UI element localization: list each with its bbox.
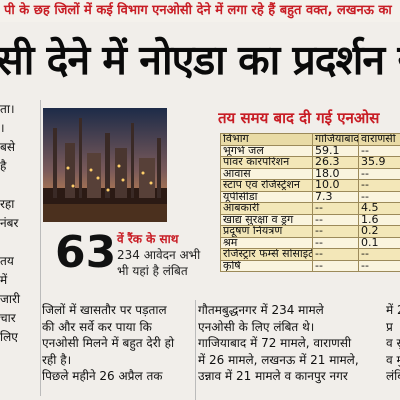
- left-line: है: [0, 159, 7, 173]
- left-line: नंबर: [0, 216, 19, 230]
- headline: सी देने में नोएडा का प्रदर्शन स: [0, 24, 400, 96]
- cell: --: [358, 190, 400, 203]
- table-row: पावर कारपोरेशन 26.3 35.9: [220, 156, 400, 169]
- body-line: एनओसी मिलने में बहुत देरी हो: [42, 336, 175, 350]
- table-row: श्रम -- 0.1: [220, 236, 400, 249]
- cell: रजिस्ट्रार फर्म्स सोसाइटी: [220, 248, 313, 261]
- body-line: में 20: [386, 303, 400, 317]
- article-column-1: जिलों में खासतौर पर पड़ताल की और सर्वे क…: [42, 302, 192, 385]
- column-divider: [40, 100, 41, 396]
- caption-line: भी यहां है लंबित: [117, 264, 188, 278]
- table-row: कृषि -- --: [220, 259, 400, 272]
- cell: खाद्य सुरक्षा व ड्रग: [220, 213, 313, 226]
- cell: 59.1: [312, 144, 359, 157]
- headline-text: सी देने में नोएडा का प्रदर्शन स: [0, 36, 400, 84]
- cell: स्टांप एवं रजिस्ट्रेशन: [220, 179, 313, 192]
- left-line: जारी: [0, 292, 21, 306]
- cell: 35.9: [358, 156, 400, 169]
- cell: प्रदूषण नियंत्रण: [220, 225, 313, 238]
- left-line: [0, 233, 40, 252]
- cell: 0.1: [358, 236, 400, 249]
- table-row: भूगर्भ जल 59.1 --: [220, 144, 400, 157]
- left-line: में: [0, 273, 8, 287]
- table-row: रजिस्ट्रार फर्म्स सोसाइटी -- --: [220, 248, 400, 261]
- left-line: [0, 176, 40, 195]
- noc-delay-table: विभाग गाजियाबाद वाराणसी भूगर्भ जल 59.1 -- …: [220, 133, 400, 272]
- photo-caption: 63 वें रैंक के साथ 234 आवेदन अभी भी यहां…: [55, 225, 215, 297]
- left-line: तय: [0, 254, 14, 268]
- body-line: में 26 मामले, लखनऊ में 21 मामले,: [198, 352, 359, 367]
- table-header-row: विभाग गाजियाबाद वाराणसी: [220, 133, 400, 146]
- article-column-3: में 20 प्र व सुर व मुख् लंबि: [386, 302, 400, 385]
- cell: पावर कारपोरेशन: [220, 156, 313, 169]
- cell: --: [312, 259, 359, 272]
- table-row: स्टांप एवं रजिस्ट्रेशन 10.0 --: [220, 179, 400, 192]
- cell: --: [358, 259, 400, 272]
- body-line: व सुर: [386, 336, 400, 350]
- left-line: लिए: [0, 330, 18, 344]
- article-column-2: गौतमबुद्धनगर में 234 मामले एनओसी के लिए …: [198, 302, 384, 385]
- table-title: तय समय बाद दी गई एनओस: [218, 107, 400, 129]
- body-line: पिछले महीने 26 अप्रैल तक: [42, 369, 163, 383]
- cell: --: [358, 248, 400, 261]
- left-line: चार: [0, 311, 16, 325]
- cell: कृषि: [220, 259, 313, 272]
- body-line: व मुख्: [386, 352, 400, 367]
- body-line: उन्नाव में 21 मामले व कानपुर नगर: [198, 369, 348, 383]
- cell: श्रम: [220, 236, 313, 249]
- table-title-text: तय समय बाद दी गई एनओस: [218, 109, 380, 127]
- left-line: ता।: [0, 102, 15, 116]
- cell: 4.5: [358, 202, 400, 215]
- table-row: खाद्य सुरक्षा व ड्रग -- 1.6: [220, 213, 400, 226]
- body-line: लंबि: [386, 369, 400, 383]
- table-row: आवास 18.0 --: [220, 167, 400, 180]
- body-line: प्र: [386, 319, 393, 334]
- body-line: रही है।: [42, 352, 72, 367]
- header-cell: विभाग: [220, 133, 313, 146]
- industrial-plant-icon: [43, 108, 167, 222]
- cell: आवास: [220, 167, 313, 180]
- cell: 18.0: [312, 167, 359, 180]
- header-cell: वाराणसी: [358, 133, 400, 146]
- caption-line: 234 आवेदन अभी: [117, 248, 201, 262]
- top-strap: पी के छह जिलों में कई विभाग एनओसी देने म…: [0, 0, 400, 22]
- cell: 0.2: [358, 225, 400, 238]
- cell: 1.6: [358, 213, 400, 226]
- left-line: ।: [0, 121, 5, 135]
- table-row: प्रदूषण नियंत्रण -- 0.2: [220, 225, 400, 238]
- column-divider: [195, 300, 196, 400]
- body-line: गाजियाबाद में 72 मामले, वाराणसी: [198, 336, 352, 350]
- cell: --: [358, 144, 400, 157]
- body-line: गौतमबुद्धनगर में 234 मामले: [198, 303, 324, 317]
- rank-number: 63: [55, 227, 117, 278]
- cell: --: [312, 202, 359, 215]
- table-row: आबकारी -- 4.5: [220, 202, 400, 215]
- caption-line: वें रैंक के साथ: [117, 232, 179, 246]
- cell: यूपीसीडा: [220, 190, 313, 203]
- body-line: एनओसी के लिए लंबित थे।: [198, 319, 315, 334]
- cell: --: [358, 167, 400, 180]
- cell: --: [312, 213, 359, 226]
- cell: --: [312, 248, 359, 261]
- cell: 7.3: [312, 190, 359, 203]
- left-line: रहा: [0, 197, 15, 211]
- header-cell: गाजियाबाद: [312, 133, 359, 146]
- body-line: की और सर्वे कर पाया कि: [42, 319, 152, 334]
- industrial-plant-photo: [43, 108, 167, 222]
- cell: 10.0: [312, 179, 359, 192]
- strap-text: पी के छह जिलों में कई विभाग एनओसी देने म…: [4, 3, 392, 18]
- left-line: बसे: [0, 140, 15, 154]
- cell: आबकारी: [220, 202, 313, 215]
- cell: भूगर्भ जल: [220, 144, 313, 157]
- caption-text: वें रैंक के साथ 234 आवेदन अभी भी यहां है…: [117, 231, 227, 279]
- cell: 26.3: [312, 156, 359, 169]
- cell: --: [358, 179, 400, 192]
- table-row: यूपीसीडा 7.3 --: [220, 190, 400, 203]
- cell: --: [312, 236, 359, 249]
- left-column-text: ता। । बसे है रहा नंबर तय में जारी चार लि…: [0, 100, 40, 400]
- body-line: जिलों में खासतौर पर पड़ताल: [42, 303, 167, 317]
- cell: --: [312, 225, 359, 238]
